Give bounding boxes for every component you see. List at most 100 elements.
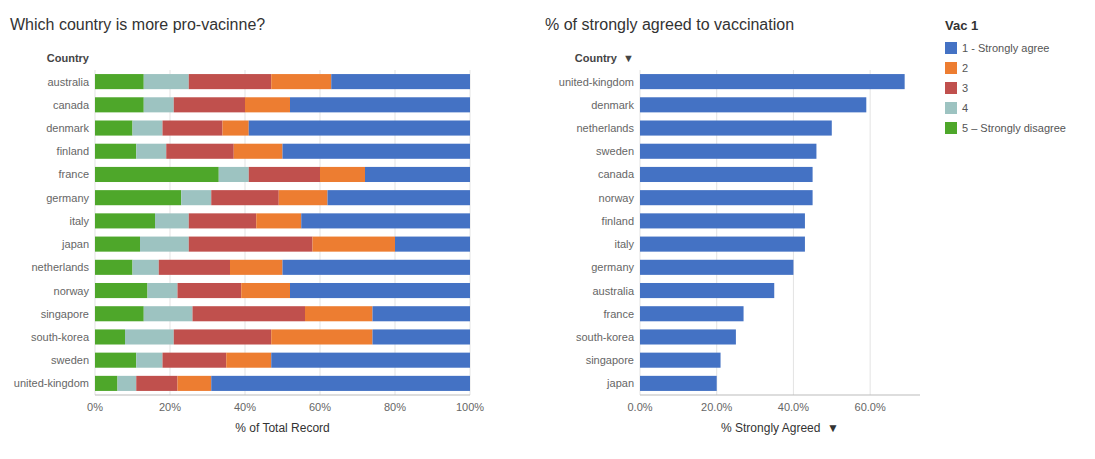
bar-segment (301, 213, 470, 228)
bar-segment (136, 353, 162, 368)
legend-label: 2 (962, 62, 968, 74)
bar (640, 190, 813, 205)
tick-label: 40% (234, 401, 256, 413)
bar-segment (245, 97, 290, 112)
bar-segment (155, 213, 189, 228)
bar-segment (249, 167, 320, 182)
grid-line (640, 70, 641, 395)
category-label: italy (69, 215, 89, 227)
legend-swatch (945, 62, 957, 74)
bar (640, 306, 744, 321)
bar-segment (159, 260, 230, 275)
legend-label: 4 (962, 102, 968, 114)
bar-segment (166, 144, 234, 159)
bar-segment (313, 237, 396, 252)
x-axis: 0.0%20.0%40.0%60.0% (627, 70, 885, 413)
category-label: denmark (591, 99, 634, 111)
legend-swatch (945, 42, 957, 54)
bars (640, 74, 905, 391)
bar-segment (331, 74, 470, 89)
bar-segment (365, 167, 470, 182)
bar-segment (189, 237, 313, 252)
grid-line (95, 70, 96, 395)
category-label: finland (602, 215, 634, 227)
bar-segment (234, 144, 283, 159)
category-label: netherlands (577, 122, 635, 134)
category-label: denmark (46, 122, 89, 134)
bar (640, 329, 736, 344)
bar-segment (241, 283, 290, 298)
category-label: norway (54, 285, 90, 297)
category-label: south-korea (576, 331, 635, 343)
bar-segment (189, 74, 272, 89)
bar-segment (271, 353, 470, 368)
x-axis-label: % of Total Record (235, 421, 330, 435)
bar (640, 237, 805, 252)
bar (640, 120, 832, 135)
bar-segment (95, 144, 136, 159)
grid-line (793, 70, 794, 395)
category-label: sweden (596, 145, 634, 157)
bar-segment (144, 74, 189, 89)
legend-label: 5 – Strongly disagree (962, 122, 1066, 134)
bar (640, 283, 774, 298)
bar-segment (163, 353, 227, 368)
grid-line (245, 70, 246, 395)
bar-segment (95, 190, 181, 205)
grid-line (395, 70, 396, 395)
bar-segment (174, 329, 272, 344)
bar-segment (174, 97, 245, 112)
category-label: singapore (586, 354, 634, 366)
category-label: france (603, 308, 634, 320)
bar-segment (271, 329, 372, 344)
bar-segment (271, 74, 331, 89)
category-label: netherlands (32, 261, 90, 273)
bar-segment (95, 260, 133, 275)
y-axis-label: Country (47, 52, 90, 64)
bar-segment (230, 260, 283, 275)
bar-segment (133, 260, 159, 275)
category-label: canada (598, 168, 635, 180)
grid-line (320, 70, 321, 395)
bar-segment (95, 74, 144, 89)
category-label: france (58, 168, 89, 180)
tick-label: 100% (456, 401, 484, 413)
tick-label: 40.0% (778, 401, 809, 413)
chart-canvas: Which country is more pro-vacinne?0%20%4… (0, 0, 1095, 459)
legend-title: Vac 1 (945, 18, 978, 33)
legend-swatch (945, 122, 957, 134)
title: Which country is more pro-vacinne? (10, 16, 265, 33)
grid-line (716, 70, 717, 395)
bar-segment (95, 167, 219, 182)
legend-swatch (945, 102, 957, 114)
bar-segment (95, 237, 140, 252)
bar-segment (95, 353, 136, 368)
category-label: canada (53, 99, 90, 111)
bar-segment (223, 120, 249, 135)
bar-segment (283, 260, 471, 275)
bar-segment (279, 190, 328, 205)
legend: Vac 11 - Strongly agree2345 – Strongly d… (945, 18, 1066, 134)
bar (640, 260, 793, 275)
x-axis: 0%20%40%60%80%100% (87, 70, 484, 413)
tick-label: 80% (384, 401, 406, 413)
category-label: south-korea (31, 331, 90, 343)
bar-segment (320, 167, 365, 182)
axis-line (95, 395, 470, 396)
x-axis-label: % Strongly Agreed ▼ (721, 421, 839, 435)
bar-segment (249, 120, 470, 135)
bar-segment (95, 120, 133, 135)
bar-segment (178, 376, 212, 391)
chart-0: Which country is more pro-vacinne?0%20%4… (10, 16, 484, 435)
tick-label: 20.0% (701, 401, 732, 413)
bar-segment (290, 283, 470, 298)
category-label: japan (606, 377, 634, 389)
tick-label: 60% (309, 401, 331, 413)
grid-line (870, 70, 871, 395)
bar-segment (95, 306, 144, 321)
bar-segment (373, 329, 471, 344)
bar-segment (148, 283, 178, 298)
tick-label: 20% (159, 401, 181, 413)
bar-segment (211, 376, 470, 391)
bar-segment (189, 213, 257, 228)
